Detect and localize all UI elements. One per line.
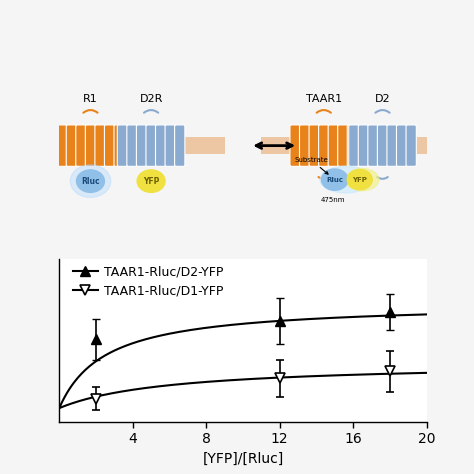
Text: D2R: D2R [139, 94, 163, 104]
FancyBboxPatch shape [309, 125, 319, 166]
FancyBboxPatch shape [137, 125, 146, 166]
FancyBboxPatch shape [114, 125, 124, 166]
FancyBboxPatch shape [76, 125, 86, 166]
Text: R1: R1 [83, 94, 98, 104]
FancyBboxPatch shape [95, 125, 105, 166]
Circle shape [347, 170, 372, 190]
FancyBboxPatch shape [66, 125, 76, 166]
FancyBboxPatch shape [358, 125, 369, 166]
Bar [59, 137, 225, 154]
FancyBboxPatch shape [396, 125, 407, 166]
FancyBboxPatch shape [174, 125, 185, 166]
FancyBboxPatch shape [319, 125, 329, 166]
FancyBboxPatch shape [155, 125, 166, 166]
FancyBboxPatch shape [117, 125, 128, 166]
FancyBboxPatch shape [290, 125, 300, 166]
FancyBboxPatch shape [347, 125, 357, 166]
Text: Rluc: Rluc [81, 177, 100, 186]
FancyBboxPatch shape [165, 125, 175, 166]
FancyBboxPatch shape [85, 125, 96, 166]
Circle shape [321, 169, 348, 190]
FancyBboxPatch shape [104, 125, 115, 166]
FancyBboxPatch shape [337, 125, 348, 166]
Ellipse shape [346, 169, 379, 191]
Text: Substrate: Substrate [294, 157, 328, 174]
FancyBboxPatch shape [300, 125, 310, 166]
Text: D2: D2 [375, 94, 390, 104]
FancyBboxPatch shape [368, 125, 378, 166]
Bar [261, 137, 427, 154]
Circle shape [137, 170, 165, 192]
FancyBboxPatch shape [349, 125, 359, 166]
FancyBboxPatch shape [146, 125, 156, 166]
Text: 475nm: 475nm [321, 197, 345, 203]
FancyBboxPatch shape [406, 125, 416, 166]
FancyBboxPatch shape [328, 125, 338, 166]
FancyBboxPatch shape [57, 125, 67, 166]
Text: Rluc: Rluc [326, 177, 343, 182]
Text: YFP: YFP [352, 177, 367, 182]
Circle shape [70, 165, 110, 197]
Circle shape [76, 170, 104, 192]
FancyBboxPatch shape [377, 125, 388, 166]
Text: YFP: YFP [143, 177, 159, 186]
FancyBboxPatch shape [127, 125, 137, 166]
X-axis label: [YFP]/[Rluc]: [YFP]/[Rluc] [202, 452, 283, 466]
Legend: TAAR1-Rluc/D2-YFP, TAAR1-Rluc/D1-YFP: TAAR1-Rluc/D2-YFP, TAAR1-Rluc/D1-YFP [73, 265, 223, 298]
Text: TAAR1: TAAR1 [306, 94, 342, 104]
FancyBboxPatch shape [387, 125, 397, 166]
Ellipse shape [320, 166, 372, 193]
